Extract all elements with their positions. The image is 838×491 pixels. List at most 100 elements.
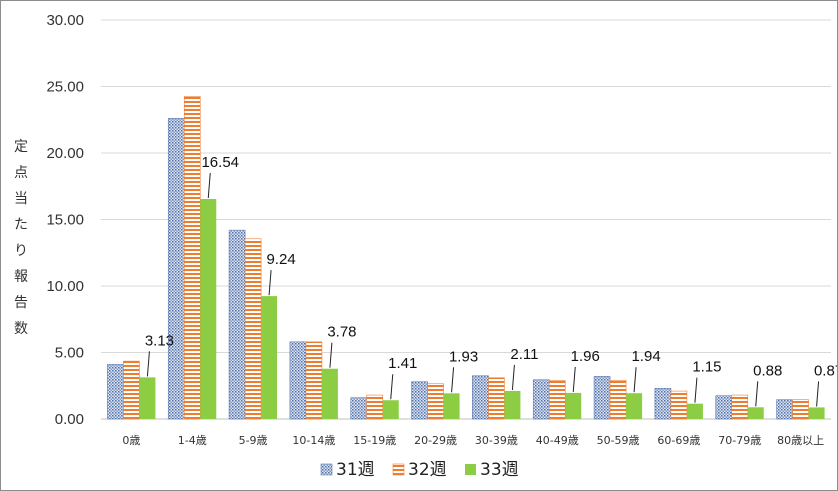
- x-tick-label: 10-14歳: [292, 434, 335, 447]
- y-tick-label: 20.00: [46, 145, 84, 162]
- leader-line: [816, 381, 820, 407]
- leader-line: [451, 367, 455, 393]
- bar-1: [472, 375, 489, 420]
- y-tick-label: 25.00: [46, 79, 84, 96]
- x-axis-ticks: 0歳 1-4歳 5-9歳 10-14歳 15-19歳 20-29歳 30-39歳 40-49歳…: [122, 434, 824, 447]
- x-tick-label: 80歳以上: [777, 434, 824, 447]
- bar-2: [548, 380, 566, 420]
- bar-series: [107, 96, 825, 420]
- leader-line: [268, 270, 272, 296]
- bar-3: [808, 407, 825, 419]
- bar-2: [609, 380, 627, 420]
- bar-3: [261, 296, 278, 419]
- bar-1: [167, 118, 185, 420]
- bar-3: [139, 377, 156, 419]
- data-label: 0.88: [753, 362, 782, 379]
- data-label: 1.41: [388, 355, 417, 372]
- x-tick-label: 70-79歳: [718, 434, 761, 447]
- bar-3: [747, 407, 764, 419]
- bar-2: [366, 394, 384, 420]
- bar-2: [427, 383, 444, 420]
- y-tick-label: 30.00: [46, 12, 84, 29]
- data-label: 1.96: [571, 348, 600, 365]
- data-label: 16.54: [201, 154, 239, 171]
- leader-line: [694, 377, 698, 403]
- bar-2: [731, 394, 749, 420]
- y-axis-title-char: 定: [14, 139, 28, 155]
- leader-line: [755, 381, 759, 407]
- x-tick-label: 20-29歳: [414, 434, 457, 447]
- leader-line: [146, 351, 150, 377]
- legend-swatch: [392, 463, 405, 476]
- bar-1: [350, 397, 368, 420]
- bar-2: [244, 238, 262, 420]
- y-axis-title-char: 当: [14, 191, 28, 207]
- y-axis-ticks: 0.00 5.00 10.00 15.00 20.00 25.00 30.00: [46, 12, 84, 428]
- bar-1: [411, 381, 428, 420]
- bar-1: [654, 388, 672, 420]
- data-labels: 3.13 16.54 9.24 3.78 1.41 1.93 2.11 1.96 1.94 1.1…: [145, 154, 837, 407]
- bar-1: [107, 364, 124, 420]
- bar-1: [532, 379, 550, 420]
- data-label: 3.13: [145, 332, 174, 349]
- y-axis-title-char: 報: [14, 269, 28, 285]
- x-tick-label: 30-39歳: [475, 434, 518, 447]
- bar-3: [565, 392, 582, 419]
- data-label: 2.11: [510, 346, 538, 363]
- legend-swatch: [465, 464, 476, 475]
- bar-2: [123, 360, 140, 420]
- bar-1: [715, 395, 733, 420]
- leader-line: [207, 172, 211, 199]
- bar-1: [289, 341, 307, 420]
- y-axis-title-char: り: [14, 243, 28, 259]
- bar-3: [200, 199, 217, 419]
- bar-1: [593, 376, 611, 420]
- legend-label: 32週: [408, 460, 447, 480]
- y-axis-title-char: 数: [14, 321, 28, 337]
- leader-line: [329, 342, 333, 368]
- bar-3: [321, 368, 338, 419]
- data-label: 1.15: [692, 359, 721, 376]
- bar-3: [626, 393, 643, 419]
- y-axis-title-char: 点: [14, 165, 28, 181]
- leader-line: [633, 367, 637, 393]
- legend-label: 33週: [480, 460, 519, 480]
- bar-1: [776, 399, 793, 420]
- bar-2: [488, 377, 505, 420]
- leader-line: [511, 364, 515, 390]
- bar-3: [686, 403, 703, 419]
- bar-3: [382, 400, 399, 419]
- legend-label: 31週: [336, 460, 375, 480]
- x-tick-label: 60-69歳: [657, 434, 700, 447]
- legend-swatch: [320, 463, 333, 476]
- data-label: 1.94: [631, 348, 660, 365]
- y-axis-title-char: 告: [14, 295, 28, 311]
- gridlines: [101, 19, 831, 420]
- bar-1: [228, 229, 246, 420]
- bar-2: [183, 96, 201, 420]
- data-label: 3.78: [327, 324, 356, 341]
- bar-2: [305, 341, 323, 420]
- x-tick-label: 0歳: [122, 434, 140, 447]
- y-tick-label: 0.00: [55, 411, 84, 428]
- bar-3: [443, 393, 460, 419]
- y-tick-label: 5.00: [55, 345, 84, 362]
- x-tick-label: 1-4歳: [178, 434, 207, 447]
- legend: 31週 32週 33週: [320, 460, 519, 480]
- bar-3: [504, 390, 521, 419]
- bar-2: [792, 399, 809, 420]
- data-label: 0.87: [814, 362, 837, 379]
- y-tick-label: 10.00: [46, 278, 84, 295]
- x-tick-label: 15-19歳: [353, 434, 396, 447]
- y-tick-label: 15.00: [46, 212, 84, 229]
- y-axis-title-char: た: [14, 217, 28, 233]
- leader-line: [572, 366, 576, 392]
- x-tick-label: 50-59歳: [597, 434, 640, 447]
- data-label: 9.24: [266, 251, 295, 268]
- data-label: 1.93: [449, 348, 478, 365]
- leader-line: [390, 374, 394, 400]
- x-tick-label: 5-9歳: [239, 434, 268, 447]
